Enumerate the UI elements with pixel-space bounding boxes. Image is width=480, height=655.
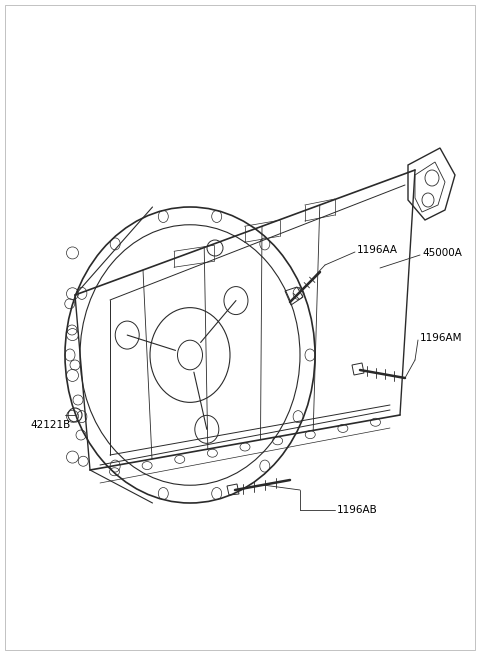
Text: 42121B: 42121B bbox=[30, 420, 70, 430]
Text: 1196AM: 1196AM bbox=[420, 333, 463, 343]
Text: 45000A: 45000A bbox=[422, 248, 462, 258]
Text: 1196AB: 1196AB bbox=[337, 505, 378, 515]
Text: 1196AA: 1196AA bbox=[357, 245, 398, 255]
